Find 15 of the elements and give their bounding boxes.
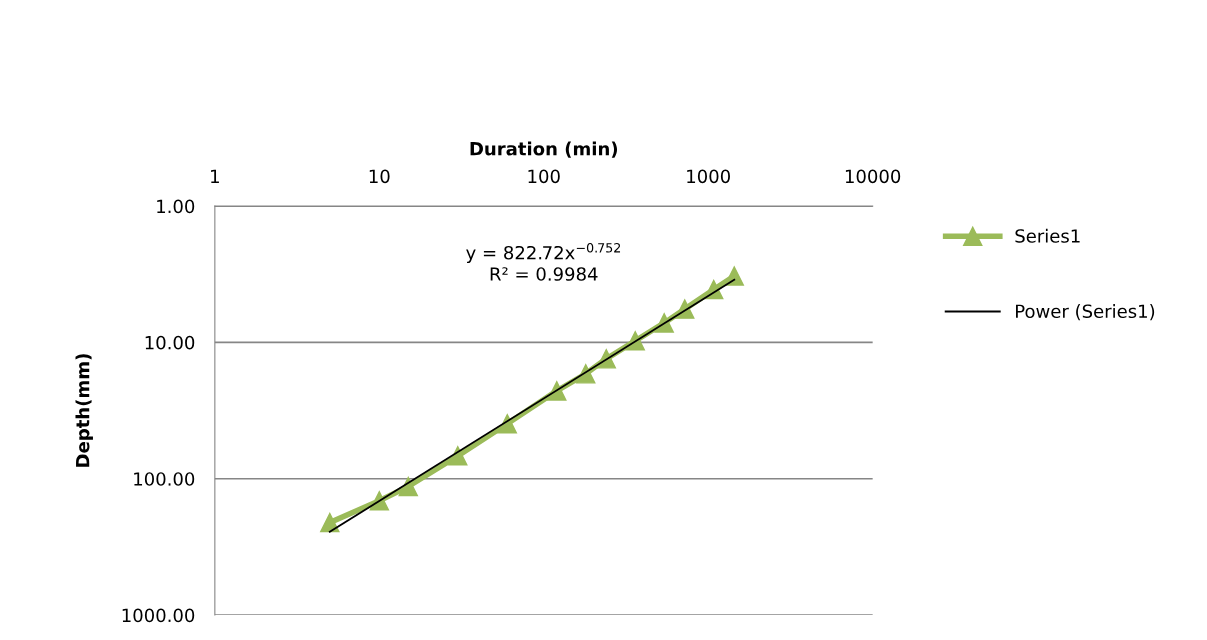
y-tick-label: 1.00: [157, 199, 195, 214]
x-tick-label: 1000: [687, 169, 730, 184]
legend-label: Power (Series1): [1016, 304, 1155, 321]
x-tick-label: 1: [211, 169, 219, 183]
annotation: R² = 0.9984: [490, 267, 598, 281]
x-tick-label: 10: [369, 169, 390, 184]
x-tick-label: 10000: [845, 169, 901, 184]
annotation: y = 822.72x$^{−0.752}$: [466, 243, 621, 264]
legend-label: Series1: [1015, 228, 1080, 243]
x-axis-title: Duration (min): [470, 141, 618, 158]
y-axis-title: Depth(mm): [75, 354, 93, 467]
y-tick-label: 1000.00: [122, 608, 195, 623]
x-tick-label: 100: [528, 169, 560, 184]
y-tick-label: 100.00: [134, 472, 195, 486]
y-tick-label: 10.00: [145, 335, 195, 350]
